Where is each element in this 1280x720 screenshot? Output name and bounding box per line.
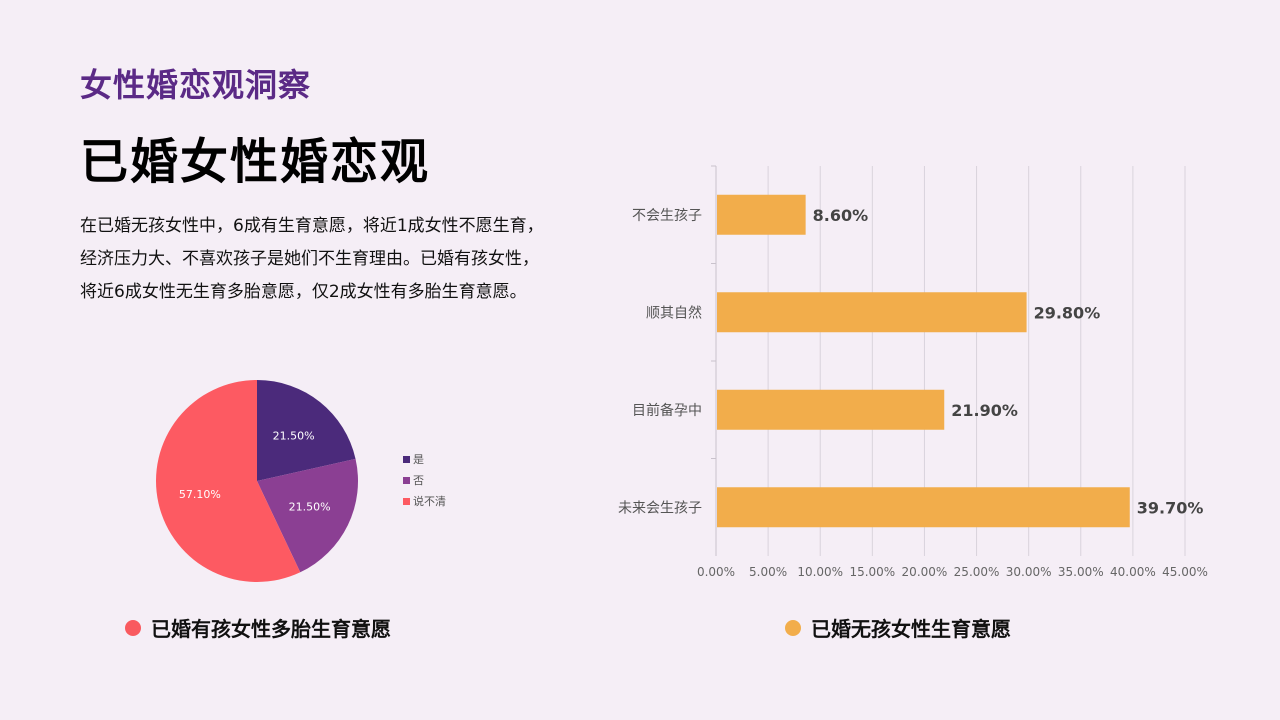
pie-slice-label: 21.50% [289, 501, 331, 514]
x-tick-label: 10.00% [797, 565, 843, 579]
bar [717, 487, 1130, 528]
description-line: 将近6成女性无生育多胎意愿，仅2成女性有多胎生育意愿。 [80, 282, 527, 302]
page-title: 已婚女性婚恋观 [80, 134, 431, 190]
category-label: 不会生孩子 [632, 208, 702, 224]
pie-caption-dot [125, 619, 141, 636]
pie-caption: 已婚有孩女性多胎生育意愿 [125, 613, 391, 642]
bar [717, 389, 945, 430]
legend-swatch [403, 456, 410, 463]
x-tick-label: 5.00% [749, 565, 787, 579]
bar-caption: 已婚无孩女性生育意愿 [785, 613, 1011, 642]
pie-slice [155, 380, 301, 582]
category-label: 顺其自然 [646, 304, 702, 321]
x-tick-label: 30.00% [1006, 565, 1052, 579]
legend-label: 否 [413, 474, 424, 487]
category-label: 目前备孕中 [632, 402, 702, 419]
section-subtitle: 女性婚恋观洞察 [80, 66, 312, 104]
legend-swatch [403, 477, 410, 484]
x-tick-label: 20.00% [902, 565, 948, 579]
legend-label: 说不清 [413, 494, 446, 508]
bar [717, 292, 1027, 333]
description: 在已婚无孩女性中，6成有生育意愿，将近1成女性不愿生育， 经济压力大、不喜欢孩子… [80, 210, 590, 309]
x-tick-label: 25.00% [954, 565, 1000, 579]
legend-swatch [403, 498, 410, 505]
description-line: 在已婚无孩女性中，6成有生育意愿，将近1成女性不愿生育， [80, 216, 544, 236]
pie-slice [257, 379, 356, 481]
bar [717, 194, 806, 235]
description-line: 经济压力大、不喜欢孩子是她们不生育理由。已婚有孩女性， [80, 249, 539, 269]
x-tick-label: 45.00% [1162, 565, 1208, 579]
pie-slice-label: 57.10% [179, 488, 221, 501]
bar-caption-dot [785, 619, 801, 636]
x-tick-label: 0.00% [697, 565, 735, 579]
bar-value-label: 8.60% [813, 206, 869, 225]
bar-caption-label: 已婚无孩女性生育意愿 [811, 617, 1011, 641]
bar-value-label: 21.90% [951, 401, 1018, 420]
bar-value-label: 29.80% [1034, 303, 1101, 322]
pie-caption-label: 已婚有孩女性多胎生育意愿 [151, 617, 391, 641]
x-tick-label: 40.00% [1110, 565, 1156, 579]
x-tick-label: 15.00% [849, 565, 895, 579]
pie-slice-label: 21.50% [273, 429, 315, 442]
legend-label: 是 [413, 453, 424, 466]
x-tick-label: 35.00% [1058, 565, 1104, 579]
bar-value-label: 39.70% [1137, 498, 1204, 517]
pie-slice [257, 458, 359, 573]
